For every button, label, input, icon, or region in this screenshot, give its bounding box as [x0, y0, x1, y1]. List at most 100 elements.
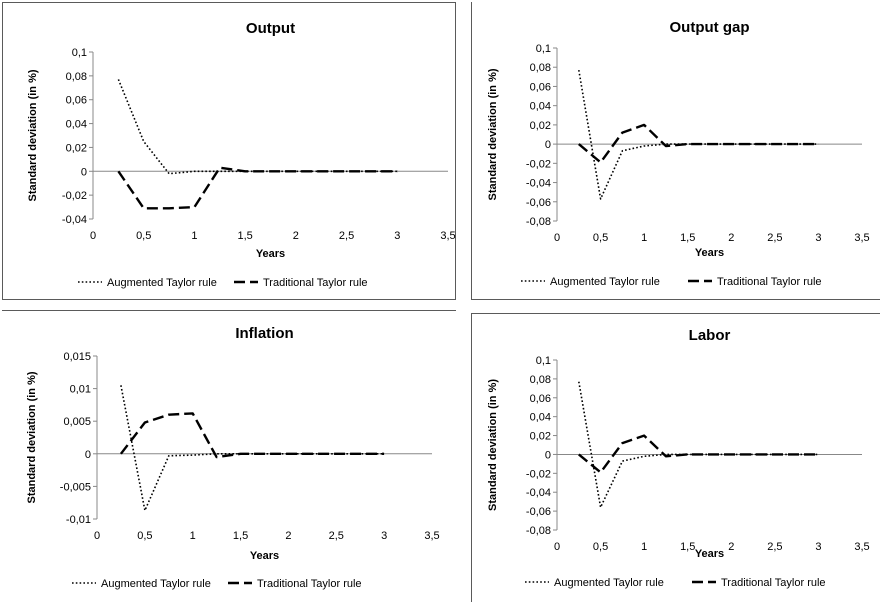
- x-tick-label: 2,5: [339, 230, 354, 242]
- y-tick-label: 0: [81, 166, 87, 178]
- legend-label: Traditional Taylor rule: [257, 578, 362, 590]
- series-line-traditional: [119, 412, 385, 459]
- x-tick-label: 3: [394, 230, 400, 242]
- y-tick-label: -0,04: [526, 178, 551, 190]
- y-tick-label: 0,02: [66, 142, 87, 154]
- chart-title: Labor: [689, 327, 731, 344]
- x-tick-label: 3,5: [854, 232, 869, 244]
- chart-title: Inflation: [235, 325, 293, 342]
- chart-panel-labor: Labor -0,08 -0,06 -0,04 -0,02 0 0,02 0,04 0,06 0,…: [471, 313, 880, 602]
- y-axis-title: Standard deviation (in %): [27, 69, 39, 201]
- legend-label: Traditional Taylor rule: [717, 276, 822, 288]
- y-axis-title: Standard deviation (in %): [487, 379, 499, 511]
- x-tick-label: 1,5: [680, 232, 695, 244]
- legend-label: Augmented Taylor rule: [550, 276, 660, 288]
- x-tick-label: 2: [728, 232, 734, 244]
- x-tick-label: 2,5: [329, 530, 344, 542]
- y-tick-label: 0: [545, 139, 551, 151]
- y-tick-label: -0,01: [66, 514, 91, 526]
- x-tick-label: 3,5: [440, 230, 455, 242]
- x-tick-label: 1,5: [680, 541, 695, 553]
- y-tick-label: -0,06: [526, 506, 551, 518]
- y-tick-label: -0,04: [62, 214, 87, 226]
- y-tick-label: 0,06: [530, 81, 551, 93]
- x-tick-label: 0,5: [137, 530, 152, 542]
- x-tick-label: 1: [641, 541, 647, 553]
- y-tick-label: 0,04: [66, 119, 87, 131]
- y-tick-label: -0,02: [526, 468, 551, 480]
- y-tick-label: 0,04: [530, 412, 551, 424]
- x-tick-label: 2,5: [767, 232, 782, 244]
- legend-label: Augmented Taylor rule: [554, 577, 664, 589]
- y-tick-label: 0,1: [536, 355, 551, 367]
- legend-label: Augmented Taylor rule: [101, 578, 211, 590]
- y-tick-label: 0,04: [530, 101, 551, 113]
- y-tick-label: 0,02: [530, 431, 551, 443]
- x-axis-title: Years: [695, 247, 724, 259]
- y-tick-label: 0,08: [66, 71, 87, 83]
- x-tick-label: 1: [190, 530, 196, 542]
- y-tick-label: -0,04: [526, 487, 551, 499]
- chart-output-gap: Output gap -0,08 -0,06 -0,04 -0,02 0 0,02 0,04 0…: [487, 19, 870, 288]
- series-line-traditional: [117, 166, 398, 210]
- y-tick-label: 0,06: [530, 393, 551, 405]
- x-tick-label: 0,5: [136, 230, 151, 242]
- chart-inflation: Inflation -0,01 -0,005 0 0,005 0,01 0,015 0 0,5 1…: [26, 325, 440, 590]
- x-tick-label: 1: [191, 230, 197, 242]
- y-tick-label: 0,015: [63, 351, 91, 363]
- y-tick-label: 0,1: [72, 47, 87, 59]
- y-tick-label: 0,1: [536, 43, 551, 55]
- x-tick-label: 0: [90, 230, 96, 242]
- x-tick-label: 2: [285, 530, 291, 542]
- chart-title: Output gap: [670, 19, 750, 36]
- series-line-augmented: [117, 79, 398, 175]
- x-tick-label: 1,5: [233, 530, 248, 542]
- x-tick-label: 0: [94, 530, 100, 542]
- legend-label: Augmented Taylor rule: [107, 277, 217, 289]
- x-axis-title: Years: [250, 550, 279, 562]
- y-tick-label: -0,08: [526, 525, 551, 537]
- series-line-traditional: [578, 123, 819, 164]
- y-axis-title: Standard deviation (in %): [26, 371, 38, 503]
- y-tick-label: -0,06: [526, 197, 551, 209]
- legend-label: Traditional Taylor rule: [263, 277, 368, 289]
- chart-title: Output: [246, 20, 295, 37]
- y-tick-label: 0,02: [530, 120, 551, 132]
- x-axis-title: Years: [256, 248, 285, 260]
- chart-panel-output-gap: Output gap -0,08 -0,06 -0,04 -0,02 0 0,02 0,04 0…: [471, 2, 880, 300]
- y-tick-label: -0,02: [526, 158, 551, 170]
- x-tick-label: 2,5: [767, 541, 782, 553]
- y-tick-label: 0,01: [70, 384, 91, 396]
- y-tick-label: -0,02: [62, 190, 87, 202]
- x-tick-label: 1: [641, 232, 647, 244]
- y-tick-label: 0: [85, 449, 91, 461]
- y-tick-label: 0: [545, 449, 551, 461]
- series-line-augmented: [578, 381, 819, 509]
- y-tick-label: -0,005: [60, 481, 91, 493]
- x-tick-label: 2: [728, 541, 734, 553]
- x-tick-label: 3: [815, 232, 821, 244]
- x-tick-label: 3: [381, 530, 387, 542]
- x-tick-label: 0: [554, 232, 560, 244]
- legend-label: Traditional Taylor rule: [721, 577, 826, 589]
- chart-output: Output -0,04 -0,02 0 0,02 0,04 0,06 0,08 0,1 0 0,5…: [27, 20, 456, 289]
- x-tick-label: 1,5: [237, 230, 252, 242]
- y-tick-label: -0,08: [526, 216, 551, 228]
- y-tick-label: 0,08: [530, 62, 551, 74]
- x-tick-label: 3,5: [854, 541, 869, 553]
- y-tick-label: 0,005: [63, 416, 91, 428]
- x-tick-label: 0,5: [593, 541, 608, 553]
- y-tick-label: 0,06: [66, 95, 87, 107]
- chart-panel-inflation: Inflation -0,01 -0,005 0 0,005 0,01 0,015 0 0,5 1…: [2, 310, 456, 600]
- chart-labor: Labor -0,08 -0,06 -0,04 -0,02 0 0,02 0,04 0,06 0,…: [487, 327, 870, 589]
- y-tick-label: 0,08: [530, 374, 551, 386]
- y-axis-title: Standard deviation (in %): [487, 68, 499, 200]
- series-line-traditional: [578, 434, 819, 474]
- x-tick-label: 2: [293, 230, 299, 242]
- x-tick-label: 0,5: [593, 232, 608, 244]
- series-line-augmented: [578, 69, 819, 200]
- chart-panel-output: Output -0,04 -0,02 0 0,02 0,04 0,06 0,08 0,1 0 0,5…: [2, 2, 456, 300]
- x-tick-label: 3,5: [424, 530, 439, 542]
- series-line-augmented: [120, 385, 385, 512]
- x-tick-label: 0: [554, 541, 560, 553]
